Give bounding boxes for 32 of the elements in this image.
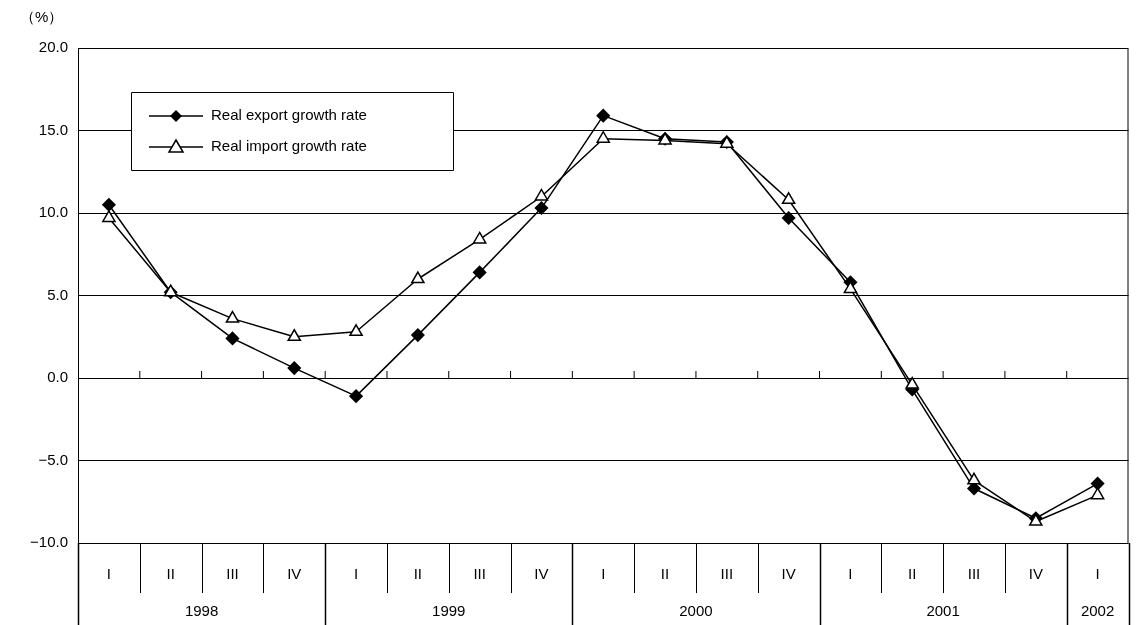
x-tick-label: I <box>1095 565 1100 583</box>
x-tick-label: II <box>166 565 175 583</box>
y-tick-label: 5.0 <box>47 285 68 303</box>
text: 2001 <box>926 602 960 620</box>
x-tick-label: IV <box>781 565 796 583</box>
legend-label: Real import growth rate <box>211 137 367 155</box>
y-tick-label: 0.0 <box>47 368 68 386</box>
text: 1999 <box>432 602 466 620</box>
y-tick-label: 20.0 <box>38 38 68 56</box>
text: 1998 <box>184 602 219 620</box>
y-tick-label: −5.0 <box>38 450 68 468</box>
text: 2000 <box>679 602 713 620</box>
x-tick-label: I <box>601 565 606 583</box>
x-tick-label: I <box>353 565 359 583</box>
x-tick-label: III <box>967 565 981 583</box>
x-tick-label: II <box>908 565 917 583</box>
x-tick-label: III <box>720 565 734 583</box>
x-tick-label: III <box>473 565 486 583</box>
y-tick-label: 15.0 <box>38 120 68 138</box>
x-tick-label: IV <box>287 565 302 583</box>
text: 2002 <box>1080 602 1115 620</box>
y-tick-label: 10.0 <box>38 203 68 221</box>
x-tick-label: II <box>660 565 670 583</box>
y-axis-title: （%） <box>20 8 64 26</box>
x-tick-label: IV <box>534 565 549 583</box>
y-tick-label: −10.0 <box>30 533 68 551</box>
legend-label: Real export growth rate <box>211 106 367 124</box>
x-tick-label: II <box>413 565 423 583</box>
x-tick-label: I <box>848 565 853 583</box>
x-tick-label: IV <box>1028 565 1043 583</box>
x-tick-label: I <box>106 565 111 583</box>
x-tick-label: III <box>226 565 239 583</box>
